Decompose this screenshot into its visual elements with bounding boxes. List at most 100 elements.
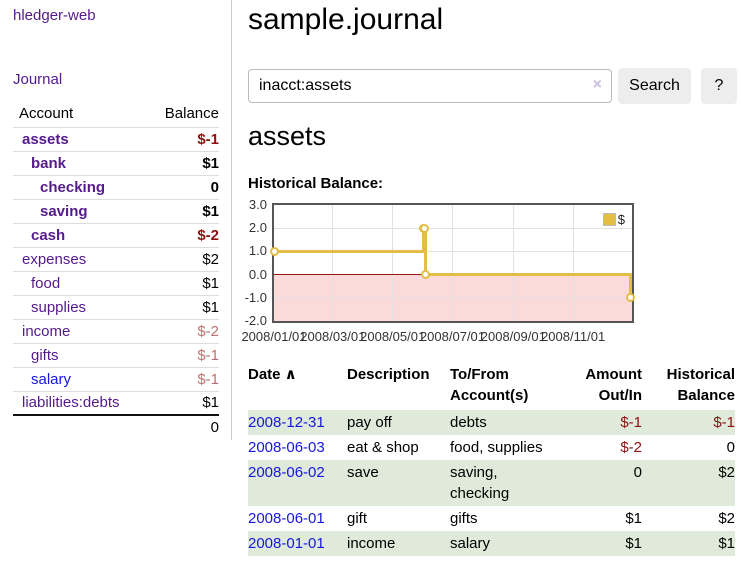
account-link-cash[interactable]: cash (31, 226, 66, 244)
clear-search-icon[interactable]: × (592, 76, 602, 93)
register-row: 2008-12-31 pay off debts $-1 $-1 (248, 410, 735, 435)
account-row: gifts $-1 (13, 343, 219, 368)
account-row: bank $1 (13, 151, 219, 176)
register-row: 2008-06-01 gift gifts $1 $2 (248, 506, 735, 531)
vertical-gridline (332, 205, 334, 321)
sidebar: hledger-web Journal Account Balance asse… (0, 0, 232, 440)
transaction-date-link[interactable]: 2008-01-01 (248, 535, 325, 552)
account-row: income $-2 (13, 319, 219, 344)
transaction-amount: $-1 (562, 410, 642, 435)
account-link-saving[interactable]: saving (40, 202, 88, 220)
account-link-salary[interactable]: salary (31, 370, 72, 388)
x-axis-tick-label: 2008/05/01 (360, 329, 426, 344)
account-name-cell: liabilities:debts (13, 391, 120, 415)
accounts-header-row: Account Balance (13, 101, 219, 128)
account-column-header: Account (13, 101, 116, 128)
account-balance: 0 (116, 175, 219, 200)
account-name-cell: expenses (13, 247, 116, 272)
accounts-total-value: 0 (116, 414, 219, 439)
transaction-date-link[interactable]: 2008-12-31 (248, 414, 325, 431)
search-button[interactable]: Search (618, 68, 691, 104)
vertical-gridline (572, 205, 574, 321)
transaction-accounts: gifts (450, 510, 478, 527)
vertical-gridline (512, 205, 514, 321)
y-axis-tick-label: 1.0 (248, 243, 267, 259)
horizontal-gridline (274, 227, 632, 229)
register-header-row: Date ∧ Description To/From Account(s) Amoun… (248, 362, 735, 410)
transaction-description: save (347, 460, 450, 506)
transaction-accounts: debts (450, 410, 562, 435)
transaction-amount: 0 (562, 460, 642, 506)
line-segment (628, 273, 632, 300)
transaction-amount: $1 (562, 531, 642, 556)
register-row: 2008-01-01 income salary $1 $1 (248, 531, 735, 556)
transaction-balance: 0 (726, 439, 735, 456)
transaction-date-link[interactable]: 2008-06-02 (248, 464, 325, 481)
account-balance: $-2 (116, 319, 219, 344)
account-link-expenses[interactable]: expenses (22, 250, 87, 268)
transaction-balance: $-1 (642, 410, 735, 435)
account-name-cell: assets (13, 127, 116, 152)
account-balance: $-1 (116, 343, 219, 368)
x-axis-tick-label: 2008/09/01 (480, 329, 546, 344)
account-name-cell: cash (13, 223, 116, 248)
vertical-gridline (392, 205, 394, 321)
account-name-cell: income (13, 319, 116, 344)
account-link-liabilities-debts[interactable]: liabilities:debts (22, 394, 120, 412)
journal-link[interactable]: Journal (13, 71, 63, 88)
account-name-cell: checking (13, 175, 116, 200)
x-axis-tick-label: 2008/03/01 (300, 329, 366, 344)
search-input[interactable] (248, 69, 612, 103)
account-row: saving $1 (13, 199, 219, 224)
account-balance: $1 (116, 151, 219, 176)
x-axis-tick-label: 2008/11/01 (541, 329, 606, 344)
transaction-date-cell: 2008-01-01 (248, 531, 347, 556)
account-link-income[interactable]: income (22, 322, 71, 340)
register-column-header: Historical Balance (666, 366, 735, 404)
account-link-bank[interactable]: bank (31, 154, 67, 172)
transaction-description: gift (347, 510, 368, 527)
x-axis-tick-label: 2008/01/01 (241, 329, 307, 344)
transaction-balance: $2 (718, 510, 735, 527)
register-column-header[interactable]: Date ∧ (248, 366, 297, 383)
account-heading: assets (248, 121, 327, 151)
account-row: checking 0 (13, 175, 219, 200)
account-row: food $1 (13, 271, 219, 296)
account-link-food[interactable]: food (31, 274, 61, 292)
account-name-cell: supplies (13, 295, 116, 320)
account-name-cell: food (13, 271, 116, 296)
transaction-balance: $1 (642, 531, 735, 556)
app-title-link[interactable]: hledger-web (13, 7, 96, 24)
transaction-amount: $-2 (620, 439, 642, 456)
y-axis-tick-label: -1.0 (244, 289, 267, 305)
vertical-gridline (452, 205, 453, 321)
account-link-checking[interactable]: checking (40, 178, 106, 196)
transaction-date-cell: 2008-12-31 (248, 410, 347, 435)
transaction-date-link[interactable]: 2008-06-03 (248, 439, 325, 456)
transaction-balance: $2 (642, 460, 735, 506)
transaction-date-link[interactable]: 2008-06-01 (248, 510, 325, 527)
total-spacer (13, 414, 116, 439)
historical-balance-chart: $ 3.0 2.0 1.0 0.0 -1.0 -2.0 2008/01/01 2008/03/… (241, 197, 645, 351)
register-column-header: To/From Account(s) (450, 366, 529, 404)
account-link-supplies[interactable]: supplies (31, 298, 87, 316)
balance-column-header: Balance (116, 101, 219, 128)
help-button[interactable]: ? (701, 68, 737, 104)
account-name-cell: bank (13, 151, 116, 176)
line-segment (423, 226, 427, 277)
data-point-marker (269, 246, 279, 256)
account-balance: $-1 (116, 127, 219, 152)
data-point-marker (419, 223, 429, 233)
account-balance: $1 (116, 271, 219, 296)
account-link-gifts[interactable]: gifts (31, 346, 59, 364)
horizontal-gridline (274, 250, 632, 252)
account-name-cell: gifts (13, 343, 116, 368)
legend-swatch (602, 213, 616, 226)
account-balance: $-1 (116, 367, 219, 392)
account-balance: $1 (202, 394, 219, 412)
account-balance: $1 (116, 199, 219, 224)
y-axis-tick-label: -2.0 (244, 313, 267, 328)
y-axis-tick-label: 3.0 (248, 197, 267, 212)
transaction-description: income (347, 531, 450, 556)
account-link-assets[interactable]: assets (22, 130, 69, 148)
